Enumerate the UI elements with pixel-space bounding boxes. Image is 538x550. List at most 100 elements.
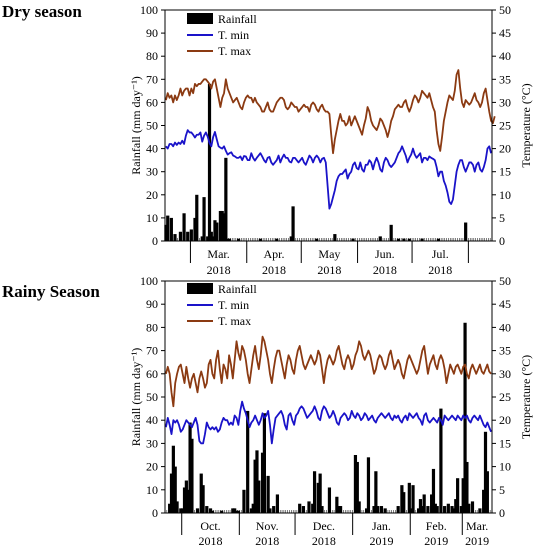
rainfall-bar xyxy=(372,506,376,513)
rainfall-bar xyxy=(184,480,188,513)
month-label: Dec. xyxy=(313,519,335,533)
left-tick-label: 30 xyxy=(146,165,158,179)
rainfall-bar xyxy=(242,489,246,513)
rainfall-bar xyxy=(246,410,250,513)
year-label: 2018 xyxy=(428,263,452,277)
left-tick-label: 50 xyxy=(146,119,158,133)
left-tick-label: 30 xyxy=(146,436,158,450)
daily-tick-marks xyxy=(164,238,493,241)
legend-label: T. min xyxy=(218,298,249,312)
rainfall-bar xyxy=(333,234,337,241)
rainfall-bar xyxy=(411,485,415,513)
rainfall-bar xyxy=(417,508,421,513)
rainfall-bar xyxy=(266,475,270,513)
rainfall-bar xyxy=(249,508,253,513)
rainfall-bar xyxy=(400,485,404,513)
right-tick-label: 25 xyxy=(499,119,511,133)
panel-title: Rainy Season xyxy=(2,282,100,301)
rainfall-bar xyxy=(301,506,306,513)
tmin-line xyxy=(165,129,492,210)
left-axis-title: Rainfall (mm day⁻¹) xyxy=(129,76,143,175)
left-tick-label: 0 xyxy=(152,506,158,520)
year-label: 2018 xyxy=(262,263,286,277)
rainfall-bar xyxy=(186,489,190,513)
rainfall-bar xyxy=(181,508,185,513)
series-rainfall xyxy=(168,322,489,513)
right-axis-title: Temperature (°C) xyxy=(519,83,533,167)
rainfall-bar xyxy=(251,503,255,513)
year-label: 2018 xyxy=(317,263,341,277)
rainfall-bar xyxy=(182,487,187,513)
rainfall-bar xyxy=(195,194,199,241)
rainfall-bar xyxy=(178,231,183,241)
left-axis-title: Rainfall (mm day⁻¹) xyxy=(129,348,143,447)
right-tick-label: 5 xyxy=(499,211,505,225)
rainfall-bar xyxy=(422,494,426,513)
right-tick-label: 10 xyxy=(499,188,511,202)
rainfall-bar xyxy=(233,508,237,513)
rainfall-bar xyxy=(275,494,280,513)
rainfall-bar xyxy=(234,510,239,513)
right-tick-label: 30 xyxy=(499,95,511,109)
rainfall-bar xyxy=(222,213,226,241)
left-tick-label: 20 xyxy=(146,460,158,474)
rainfall-bar xyxy=(298,503,302,513)
rainfall-bar xyxy=(459,506,463,513)
left-tick-label: 10 xyxy=(146,483,158,497)
rainfall-bar xyxy=(420,238,424,241)
right-tick-label: 25 xyxy=(499,390,511,404)
rainfall-bar xyxy=(450,506,454,513)
right-tick-label: 50 xyxy=(499,274,511,288)
year-label: 2018 xyxy=(207,263,231,277)
rainfall-bar xyxy=(355,461,359,513)
legend: Rainfall T. min T. max xyxy=(187,12,257,58)
rainfall-bar xyxy=(171,445,175,513)
year-label: 2019 xyxy=(465,534,489,548)
rainfall-bar xyxy=(199,473,203,513)
year-label: 2018 xyxy=(373,263,397,277)
rainfall-bar xyxy=(389,224,393,241)
right-tick-label: 40 xyxy=(499,49,511,63)
daily-tick-marks xyxy=(164,510,493,513)
rainfall-bar xyxy=(211,236,215,241)
month-label: Oct. xyxy=(200,519,220,533)
legend-label: T. max xyxy=(218,314,251,328)
left-tick-label: 80 xyxy=(146,320,158,334)
rainfall-bar xyxy=(374,471,378,513)
rainfall-bar xyxy=(482,489,486,513)
rainfall-bar xyxy=(426,506,430,513)
rainfall-bar xyxy=(461,478,465,513)
rainfall-bar xyxy=(320,506,324,513)
left-tick-label: 20 xyxy=(146,188,158,202)
legend-label: T. max xyxy=(218,44,251,58)
rainfall-bar xyxy=(189,229,193,241)
right-tick-label: 20 xyxy=(499,413,511,427)
rainfall-bar xyxy=(166,215,170,241)
left-tick-label: 100 xyxy=(140,3,158,17)
rainfall-bar xyxy=(318,473,322,513)
rainfall-bar xyxy=(396,238,401,241)
rainfall-bar xyxy=(311,503,315,513)
chart-panel-1: Dry season 0 10 20 30 40 50 60 70 80 90 100 0 5 10 15 20… xyxy=(2,2,533,277)
year-label: 2019 xyxy=(369,534,393,548)
right-tick-label: 15 xyxy=(499,165,511,179)
rainfall-bar xyxy=(378,236,382,241)
rainfall-bar xyxy=(307,501,311,513)
right-tick-label: 35 xyxy=(499,72,511,86)
rainfall-bar xyxy=(236,510,240,513)
rainfall-bar xyxy=(209,231,213,241)
rainfall-bar xyxy=(253,459,257,513)
left-tick-label: 40 xyxy=(146,142,158,156)
legend-label: Rainfall xyxy=(218,282,257,296)
rainfall-bar xyxy=(215,222,219,241)
rainfall-bar xyxy=(396,506,400,513)
rainfall-bar xyxy=(364,508,369,513)
rainfall-bar xyxy=(353,455,358,513)
left-tick-label: 80 xyxy=(146,49,158,63)
rainfall-bar xyxy=(376,506,380,513)
rainfall-bar xyxy=(188,422,192,513)
legend-swatch-rainfall xyxy=(187,283,213,294)
rainfall-bar xyxy=(433,503,437,513)
rainfall-bar xyxy=(338,506,343,513)
rainfall-bar xyxy=(316,482,320,513)
